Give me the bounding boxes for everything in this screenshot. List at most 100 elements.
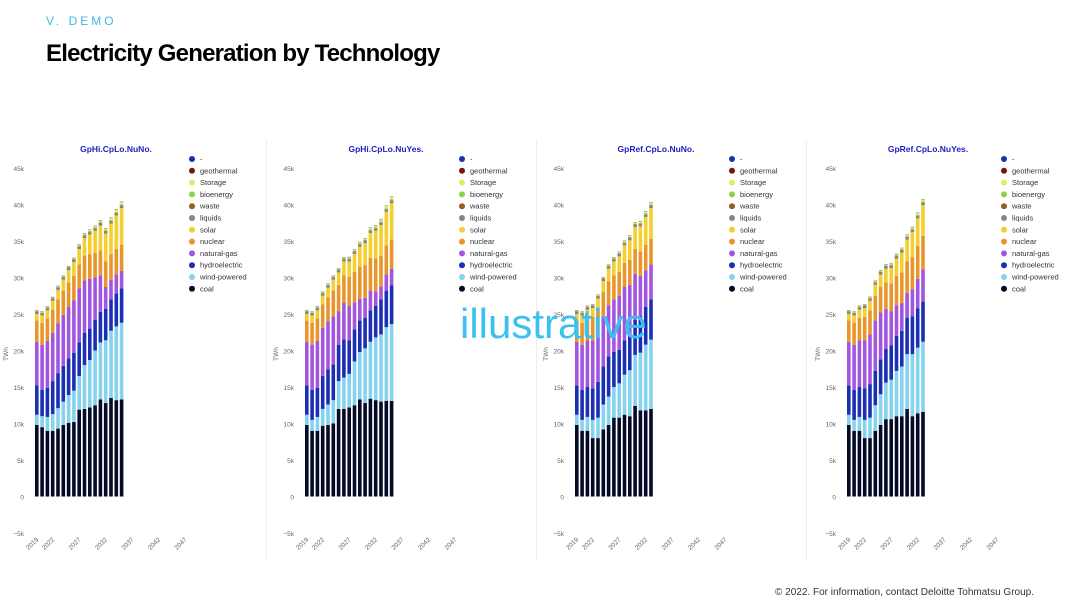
bar-segment-nuclear (88, 254, 92, 279)
bar-segment-nuclear (862, 316, 867, 341)
legend-label: bioenergy (200, 190, 233, 199)
legend-label: wind-powered (739, 273, 787, 282)
bar-segment-nuclear (857, 317, 862, 341)
chart-svg-2: GpHi.CpLo.NuYes. 45k 40k 35k 30k 25k 20k 15k 10k… (273, 144, 517, 552)
bar-segment-solar (326, 287, 330, 298)
legend-marker (189, 156, 195, 162)
bar-segment-hydroelectric (910, 316, 915, 355)
x-tick-label: 2027 (337, 536, 352, 551)
bar-segment-hydroelectric (114, 293, 119, 327)
bar-segment-liquids (601, 278, 606, 282)
y-tick-label: 40k (14, 203, 25, 210)
bar-segment-coal (56, 428, 60, 497)
y-tick-label: 5k (17, 458, 25, 465)
x-tick-label: 2037 (120, 536, 135, 551)
bar-segment-Storage (98, 220, 103, 223)
legend-marker (459, 179, 465, 186)
bar-segment-bioenergy (878, 271, 883, 272)
bar-segment-hydroelectric (50, 381, 55, 415)
bar-segment-solar (852, 315, 856, 323)
bar-segment-bioenergy (889, 264, 893, 266)
bar-segment-coal (320, 425, 325, 497)
bar-segment-nuclear (77, 264, 81, 289)
bar-segment-nuclear (379, 255, 383, 287)
bar-segment-nuclear (358, 266, 362, 299)
section-label: V. DEMO (46, 14, 117, 28)
legend-label: Storage (740, 178, 766, 187)
bar-segment-liquids (590, 305, 595, 309)
bar-segment-liquids (900, 250, 904, 253)
bar-segment-hydroelectric (596, 381, 600, 418)
legend-marker (189, 238, 195, 245)
bar-segment-Storage (628, 235, 632, 237)
y-tick-label: 35k (14, 239, 25, 246)
bar-segment-nuclear (884, 282, 888, 309)
bar-segment-liquids (326, 285, 330, 288)
bar-segment-windpowered (56, 408, 60, 429)
legend-label: solar (470, 225, 487, 234)
bar-segment-bioenergy (852, 312, 856, 313)
bar-segment-solar (305, 314, 309, 321)
bar-segment-Storage (921, 199, 925, 202)
bar-segment-naturalgas (114, 274, 119, 294)
bar-segment-nuclear (331, 290, 336, 317)
bar-segment-coal (326, 424, 330, 497)
bar-segment-liquids (580, 313, 584, 316)
bar-segment-coal (72, 422, 76, 497)
bar-segment-naturalgas (61, 314, 66, 366)
legend-marker (1001, 285, 1007, 292)
bar-segment-nuclear (612, 275, 616, 300)
bar-segment-bioenergy (915, 214, 920, 216)
bar-segment-solar (878, 274, 883, 287)
bar-segment-windpowered (889, 379, 893, 420)
legend-label: hydroelectric (470, 261, 513, 270)
bar-segment-liquids (82, 235, 87, 239)
bar-segment-naturalgas (352, 302, 357, 330)
bar-segment-nuclear (114, 249, 119, 275)
legend-marker (189, 191, 195, 198)
x-tick-label: 2037 (390, 536, 405, 551)
legend-marker (729, 191, 735, 198)
bar-segment-hydroelectric (342, 339, 346, 378)
bar-segment-liquids (331, 277, 336, 280)
bar-segment-naturalgas (649, 264, 653, 300)
y-tick-label: 20k (284, 349, 295, 356)
bar-segment-naturalgas (643, 270, 648, 307)
bar-segment-Storage (910, 227, 915, 229)
bar-segment-coal (93, 405, 97, 497)
bar-segment-hydroelectric (331, 364, 336, 401)
bar-segment-hydroelectric (347, 340, 351, 374)
bar-segment-naturalgas (77, 288, 81, 343)
y-tick-label: −5k (553, 531, 564, 538)
bar-segment-hydroelectric (612, 351, 616, 387)
legend-label: hydroelectric (1012, 261, 1055, 270)
bar-segment-coal (889, 419, 893, 497)
bar-segment-naturalgas (857, 340, 862, 387)
legend-label: geothermal (1012, 166, 1050, 175)
bar-segment-nuclear (585, 317, 590, 341)
legend-marker (189, 250, 195, 257)
bar-segment-bioenergy (575, 310, 579, 312)
chart-title: GpRef.CpLo.NuNo. (618, 144, 695, 154)
bar-segment-solar (601, 281, 606, 293)
bar-segment-bioenergy (310, 312, 314, 313)
bar-segment-liquids (45, 308, 50, 311)
bar-segment-windpowered (88, 359, 92, 408)
legend-label: geothermal (200, 166, 238, 175)
bar-segment-coal (358, 399, 362, 497)
bar-segment-nuclear (368, 257, 373, 291)
bar-segment-hydroelectric (649, 299, 653, 340)
bar-segment-nuclear (628, 259, 632, 285)
bar-segment-solar (50, 300, 55, 310)
bar-segment-bioenergy (50, 297, 55, 299)
y-tick-label: 45k (554, 166, 565, 173)
bar-segment-windpowered (93, 350, 97, 406)
bar-segment-hydroelectric (889, 345, 893, 380)
legend-marker (1001, 274, 1007, 280)
chart-panel-3: GpRef.CpLo.NuNo. 45k 40k 35k 30k 25k 20k 15k 10k… (540, 138, 805, 568)
bar-segment-Storage (119, 201, 124, 205)
bar-segment-bioenergy (352, 250, 357, 252)
bar-segment-windpowered (363, 348, 367, 404)
bar-segment-hydroelectric (66, 358, 71, 396)
bar-segment-coal (852, 430, 856, 497)
